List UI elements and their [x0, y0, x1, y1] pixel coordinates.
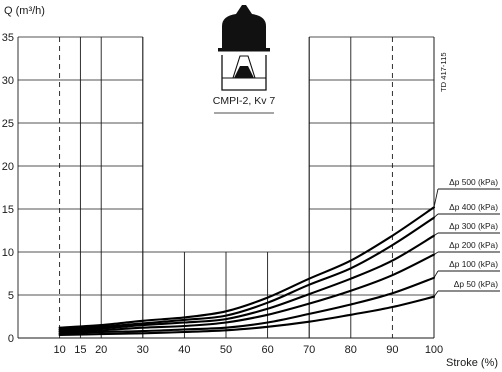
axis-ticks: 0 5 10 15 20 25 30 35 10 15 20 30 40 50 60 70 80 90 100: [2, 32, 443, 356]
x-axis-label: Stroke (%): [446, 357, 498, 369]
reference-code: TD 417-115: [439, 52, 448, 92]
series-label-5: Δp 50 (kPa): [454, 279, 498, 289]
annotation-leader: [433, 270, 439, 279]
series-line-1: [58, 216, 436, 331]
annotation-leader: [433, 213, 439, 218]
valve-label: CMPI-2, Kv 7: [213, 95, 276, 107]
y-tick-label: 35: [2, 32, 14, 44]
y-tick-label: 15: [2, 204, 14, 216]
flow-curves: [58, 206, 436, 337]
annotation-leader: [433, 290, 439, 297]
annotation-leader: [433, 232, 439, 237]
series-line-4: [58, 276, 436, 335]
y-tick-label: 0: [8, 333, 14, 345]
series-line-0: [58, 206, 436, 329]
curve-annotations: Δp 500 (kPa) Δp 400 (kPa) Δp 300 (kPa) Δp 2…: [433, 177, 500, 297]
series-label-2: Δp 300 (kPa): [449, 221, 498, 231]
series-label-0: Δp 500 (kPa): [449, 177, 498, 187]
x-tick-label: 15: [74, 344, 86, 356]
annotation-leader: [433, 251, 439, 255]
valve-flange-icon: [218, 48, 270, 52]
x-tick-label: 90: [386, 344, 398, 356]
annotation-leader: [433, 188, 439, 208]
valve-plug-fill-icon: [234, 66, 254, 78]
y-tick-label: 10: [2, 247, 14, 259]
y-axis-label: Q (m³/h): [4, 5, 45, 17]
series-line-2: [58, 234, 436, 333]
x-tick-label: 100: [425, 344, 443, 356]
x-tick-label: 50: [220, 344, 232, 356]
grid: [17, 36, 435, 339]
y-tick-label: 25: [2, 118, 14, 130]
y-tick-label: 30: [2, 75, 14, 87]
valve-diagram: CMPI-2, Kv 7: [213, 5, 276, 114]
series-line-5: [58, 295, 436, 337]
series-label-1: Δp 400 (kPa): [449, 202, 498, 212]
valve-body-icon: [221, 55, 267, 91]
series-label-3: Δp 200 (kPa): [449, 240, 498, 250]
series-line-3: [58, 253, 436, 334]
series-label-4: Δp 100 (kPa): [449, 259, 498, 269]
x-tick-label: 40: [178, 344, 190, 356]
x-tick-label: 70: [303, 344, 315, 356]
x-tick-label: 60: [261, 344, 273, 356]
x-tick-label: 10: [53, 344, 65, 356]
y-tick-label: 20: [2, 161, 14, 173]
x-tick-label: 20: [95, 344, 107, 356]
x-tick-label: 30: [137, 344, 149, 356]
valve-bonnet-icon: [222, 5, 266, 50]
x-tick-label: 80: [345, 344, 357, 356]
y-tick-label: 5: [8, 290, 14, 302]
